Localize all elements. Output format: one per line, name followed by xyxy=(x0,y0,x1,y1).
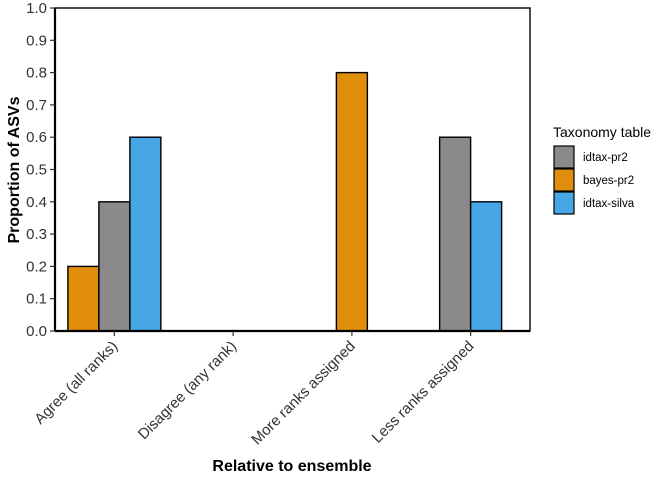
bar-bayes-pr2-2 xyxy=(335,71,369,332)
y-tick-label: 0.3 xyxy=(26,226,47,243)
y-ticks-layer: 0.0 0.1 0.2 0.3 0.4 0.5 0.6 0.7 0.8 0.9 1.0 xyxy=(26,0,55,340)
bar-idtax-pr2-0 xyxy=(98,201,131,332)
legend-label-idtax-pr2: idtax-pr2 xyxy=(583,152,628,164)
x-tick-label: Less ranks assigned xyxy=(369,338,478,447)
bar-idtax-silva-3 xyxy=(469,201,503,332)
y-tick-label: 0.5 xyxy=(26,162,47,179)
y-tick-label: 0.8 xyxy=(26,65,47,82)
y-tick-label: 0.0 xyxy=(26,323,47,340)
x-tick-label: Agree (all ranks) xyxy=(31,338,121,428)
y-tick-label: 0.9 xyxy=(26,32,47,49)
x-ticks-layer: Agree (all ranks) Disagree (any rank) More… xyxy=(31,331,477,448)
y-tick-label: 0.4 xyxy=(26,194,47,211)
legend-key-idtax-pr2 xyxy=(553,145,575,169)
legend-label-idtax-silva: idtax-silva xyxy=(583,198,635,210)
legend-title: Taxonomy table xyxy=(553,124,651,140)
legend-label-bayes-pr2: bayes-pr2 xyxy=(583,175,634,187)
legend-key-idtax-silva xyxy=(553,191,575,215)
y-tick-label: 0.2 xyxy=(26,258,47,275)
bar-idtax-pr2-3 xyxy=(438,136,472,332)
x-axis-title: Relative to ensemble xyxy=(212,458,371,475)
y-tick-label: 0.1 xyxy=(26,291,47,308)
y-tick-label: 0.7 xyxy=(26,97,47,114)
legend: Taxonomy table idtax-pr2 bayes-pr2 idtax-s… xyxy=(553,124,651,215)
y-tick-label: 1.0 xyxy=(26,0,47,17)
bar-idtax-silva-0 xyxy=(129,136,162,332)
y-axis-title: Proportion of ASVs xyxy=(6,96,23,243)
legend-key-bayes-pr2 xyxy=(553,168,575,192)
x-tick-label: Disagree (any rank) xyxy=(135,338,240,443)
x-tick-label: More ranks assigned xyxy=(248,338,358,448)
bar-bayes-pr2-0 xyxy=(67,265,100,332)
bars-layer xyxy=(67,71,503,332)
y-tick-label: 0.6 xyxy=(26,129,47,146)
